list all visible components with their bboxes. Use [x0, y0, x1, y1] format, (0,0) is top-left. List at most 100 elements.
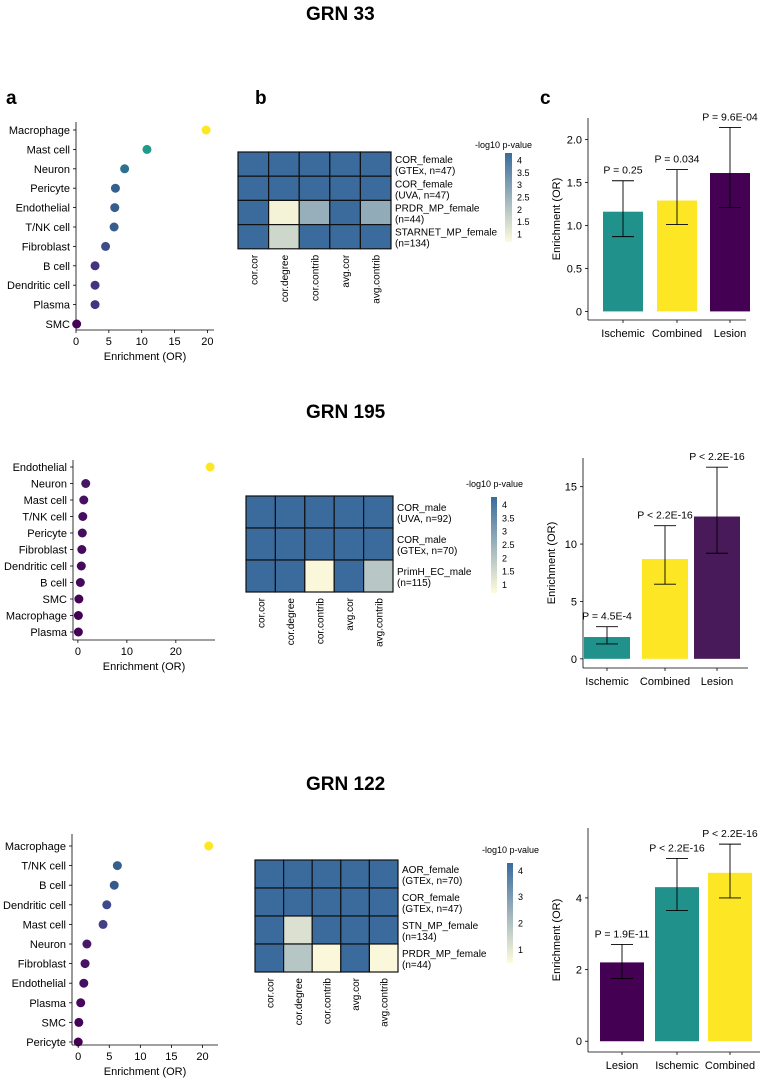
dot-x-tick-label: 5	[106, 336, 112, 348]
dot-cell-label: Fibroblast	[18, 959, 66, 971]
heat-row-sublabel: (n=134)	[402, 932, 437, 943]
dot-cell-label: T/NK cell	[22, 512, 67, 524]
bar-y-tick-label: 1.5	[567, 177, 582, 189]
heat-row-sublabel: (n=134)	[395, 239, 430, 250]
heat-row-label: STARNET_MP_female	[395, 228, 498, 239]
bar-category-label: Ischemic	[601, 328, 645, 340]
heat-cell	[304, 527, 335, 561]
group-grn-122: GRN 122 Macrophage T/NK cell B cell Dendriti…	[3, 774, 760, 1078]
dot-point	[76, 561, 86, 571]
heat-legend-tick: 2.5	[517, 193, 530, 203]
bar-pvalue-label: P = 0.034	[654, 154, 699, 166]
dot-cell-label: Macrophage	[6, 611, 67, 623]
bar-category-label: Combined	[652, 328, 702, 340]
heat-legend-bar	[507, 863, 513, 963]
heat-row-sublabel: (n=115)	[397, 578, 431, 589]
heat-cell	[283, 859, 313, 889]
bar-y-tick-label: 2	[576, 965, 582, 977]
bar-y-tick-label: 15	[565, 482, 577, 494]
dot-point	[73, 1037, 83, 1047]
dot-point	[110, 183, 120, 193]
heat-row-sublabel: (n=44)	[395, 215, 424, 226]
heat-cell	[333, 559, 365, 593]
heat-legend-tick: 1	[502, 580, 507, 590]
heat-cell	[368, 943, 399, 973]
heat-col-label: cor.cor	[257, 597, 268, 628]
heat-row-label: STN_MP_female	[402, 921, 479, 932]
dot-point	[81, 479, 91, 488]
heat-legend-title: -log10 p-value	[475, 140, 532, 150]
bar-y-tick-label: 4	[576, 893, 582, 905]
heat-col-label: cor.cor	[249, 254, 260, 285]
heat-legend-tick: 1	[517, 230, 522, 240]
heat-row-label: COR_male	[397, 535, 447, 546]
heat-legend-tick: 2.5	[502, 540, 515, 550]
panel-label-c: c	[540, 88, 551, 109]
heat-cell	[245, 495, 276, 529]
bar-category-label: Combined	[705, 1060, 755, 1072]
dot-x-tick-label: 10	[134, 1051, 146, 1063]
heat-row-label: COR_male	[397, 503, 447, 514]
dot-plot: Macrophage Mast cell Neuron Pericyte Endothe…	[7, 122, 214, 363]
heat-cell	[359, 199, 392, 226]
heat-cell	[274, 495, 306, 529]
dot-cell-label: Neuron	[31, 479, 67, 491]
heat-legend-bar	[491, 497, 497, 593]
heat-col-label: cor.degree	[280, 254, 291, 302]
heat-legend-tick: 3	[502, 527, 507, 537]
bar-y-axis-label: Enrichment (OR)	[551, 178, 563, 261]
heat-cell	[311, 943, 342, 973]
heat-cell	[254, 859, 285, 889]
heat-cell	[363, 559, 394, 593]
heat-cell	[298, 224, 331, 250]
heat-legend-title: -log10 p-value	[482, 845, 539, 855]
dot-cell-label: Mast cell	[24, 495, 67, 507]
dot-cell-label: B cell	[39, 880, 66, 892]
dot-point	[98, 919, 108, 929]
heat-col-label: avg.contrib	[374, 598, 385, 647]
bar-category-label: Combined	[640, 676, 690, 688]
dot-x-axis-label: Enrichment (OR)	[104, 351, 187, 363]
heat-legend-tick: 4	[518, 866, 523, 876]
dot-x-tick-label: 20	[196, 1051, 208, 1063]
bar-category-label: Ischemic	[655, 1060, 699, 1072]
heat-row-label: PrimH_EC_male	[397, 567, 472, 578]
dot-x-tick-label: 5	[106, 1051, 112, 1063]
dot-cell-label: SMC	[43, 594, 68, 606]
heatmap: COR_female(GTEx, n=47)COR_female(UVA, n=…	[237, 140, 532, 304]
dot-cell-label: Mast cell	[23, 919, 66, 931]
heat-cell	[333, 527, 365, 561]
heat-cell	[311, 887, 342, 917]
heat-legend-tick: 3.5	[517, 168, 530, 178]
heat-col-label: cor.contrib	[311, 254, 322, 301]
bar-y-tick-label: 1.0	[567, 220, 582, 232]
heat-cell	[311, 859, 342, 889]
bar	[708, 872, 752, 1042]
bar-pvalue-label: P < 2.2E-16	[637, 510, 693, 522]
dot-cell-label: Dendritic cell	[4, 561, 67, 573]
dot-cell-label: Neuron	[30, 939, 66, 951]
dot-point	[78, 512, 88, 521]
heat-cell	[359, 175, 392, 201]
bar-chart: 0 5 10 15 Enrichment (OR) P = 4.5E-4 Ischemic P…	[546, 451, 748, 688]
heat-cell	[245, 559, 276, 593]
dot-cell-label: Pericyte	[27, 528, 67, 540]
dot-point	[75, 578, 85, 587]
heat-cell	[298, 175, 331, 201]
bar-pvalue-label: P < 2.2E-16	[702, 828, 758, 840]
dot-cell-label: Pericyte	[26, 1037, 66, 1049]
heat-row-label: COR_female	[402, 893, 460, 904]
heat-cell	[298, 199, 331, 226]
heat-cell	[237, 224, 270, 250]
dot-x-axis-label: Enrichment (OR)	[104, 1066, 187, 1078]
group-grn-33: GRN 33 Macrophage Mast cell Neuron Pericyte E…	[7, 4, 758, 363]
heat-cell	[268, 199, 300, 226]
dot-x-tick-label: 0	[75, 1051, 81, 1063]
heat-row-label: COR_female	[395, 155, 453, 166]
bar-y-tick-label: 0	[576, 1036, 582, 1048]
heat-legend-tick: 3.5	[502, 513, 515, 523]
dot-point	[90, 261, 100, 271]
dot-point	[73, 611, 83, 620]
dot-cell-label: T/NK cell	[21, 861, 66, 873]
heat-legend-tick: 4	[517, 155, 522, 165]
